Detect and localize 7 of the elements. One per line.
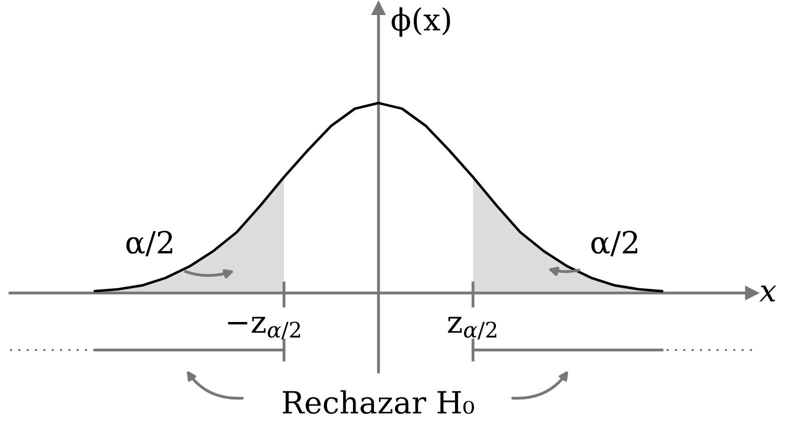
text: Rechazar H₀ [282,390,474,414]
text: −z$_{α/2}$ [228,316,300,340]
x-axis-title: x [759,286,776,302]
text: z$_{α/2}$ [448,316,496,340]
annotation: α/2 [591,230,638,256]
y-axis-title: ϕ(x) [392,7,450,37]
annotation: α/2 [126,230,172,256]
